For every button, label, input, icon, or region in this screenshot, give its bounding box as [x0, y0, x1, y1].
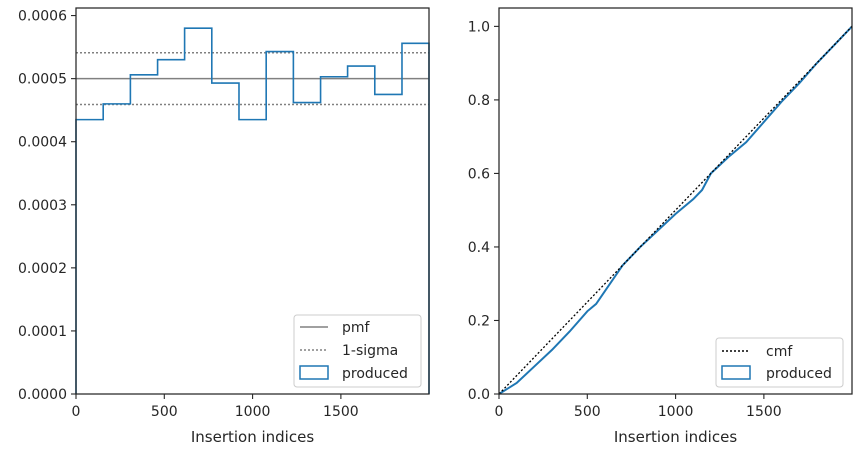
legend-box-left: [293, 314, 422, 388]
legend-pmf-label: pmf: [342, 320, 371, 336]
y-tick-label: 0.0: [468, 387, 490, 403]
cmf-panel: 0 500 1000 1500 0.0 0.2 0.4 0.6 0.8 1.0 Insertion…: [468, 7, 853, 446]
y-tick-label: 1.0: [468, 19, 490, 35]
y-tick-label: 0.6: [468, 166, 490, 182]
y-tick-label: 0.4: [468, 240, 490, 256]
produced-histogram: [75, 27, 430, 394]
y-tick-label: 0.0005: [18, 72, 67, 88]
legend-produced-label-left: produced: [342, 366, 408, 382]
x-tick-label: 1500: [323, 404, 359, 420]
y-tick-label: 0.0000: [18, 387, 67, 403]
legend-cmf-label: cmf: [766, 344, 793, 360]
y-tick-label: 0.0001: [18, 324, 67, 340]
legend-produced-swatch-left: [299, 365, 329, 380]
plot-area-right: [499, 8, 852, 394]
legend-left: pmf 1-sigma produced: [293, 314, 422, 388]
pmf-panel: 0 500 1000 1500 0.0000 0.0001 0.0002 0.0003 0.00…: [18, 7, 430, 446]
x-tick-label: 0: [72, 404, 81, 420]
y-tick-label: 0.2: [468, 313, 490, 329]
legend-right: cmf produced: [715, 337, 844, 388]
legend-sigma-label: 1-sigma: [342, 343, 398, 359]
x-tick-label: 1000: [658, 404, 694, 420]
legend-produced-swatch-right: [721, 365, 751, 380]
produced-cdf-line: [498, 25, 853, 395]
legend-produced-label-right: produced: [766, 366, 832, 382]
x-tick-label: 1000: [235, 404, 271, 420]
y-tick-label: 0.8: [468, 93, 490, 109]
cmf-line: [498, 25, 853, 395]
y-tick-label: 0.0006: [18, 9, 67, 25]
y-tick-label: 0.0002: [18, 261, 67, 277]
x-tick-label: 1500: [746, 404, 782, 420]
x-axis-label-right: Insertion indices: [614, 428, 737, 446]
y-tick-label: 0.0004: [18, 135, 67, 151]
x-axis-label-left: Insertion indices: [191, 428, 314, 446]
x-tick-label: 500: [151, 404, 178, 420]
x-tick-label: 0: [495, 404, 504, 420]
x-tick-label: 500: [574, 404, 601, 420]
y-tick-label: 0.0003: [18, 198, 67, 214]
